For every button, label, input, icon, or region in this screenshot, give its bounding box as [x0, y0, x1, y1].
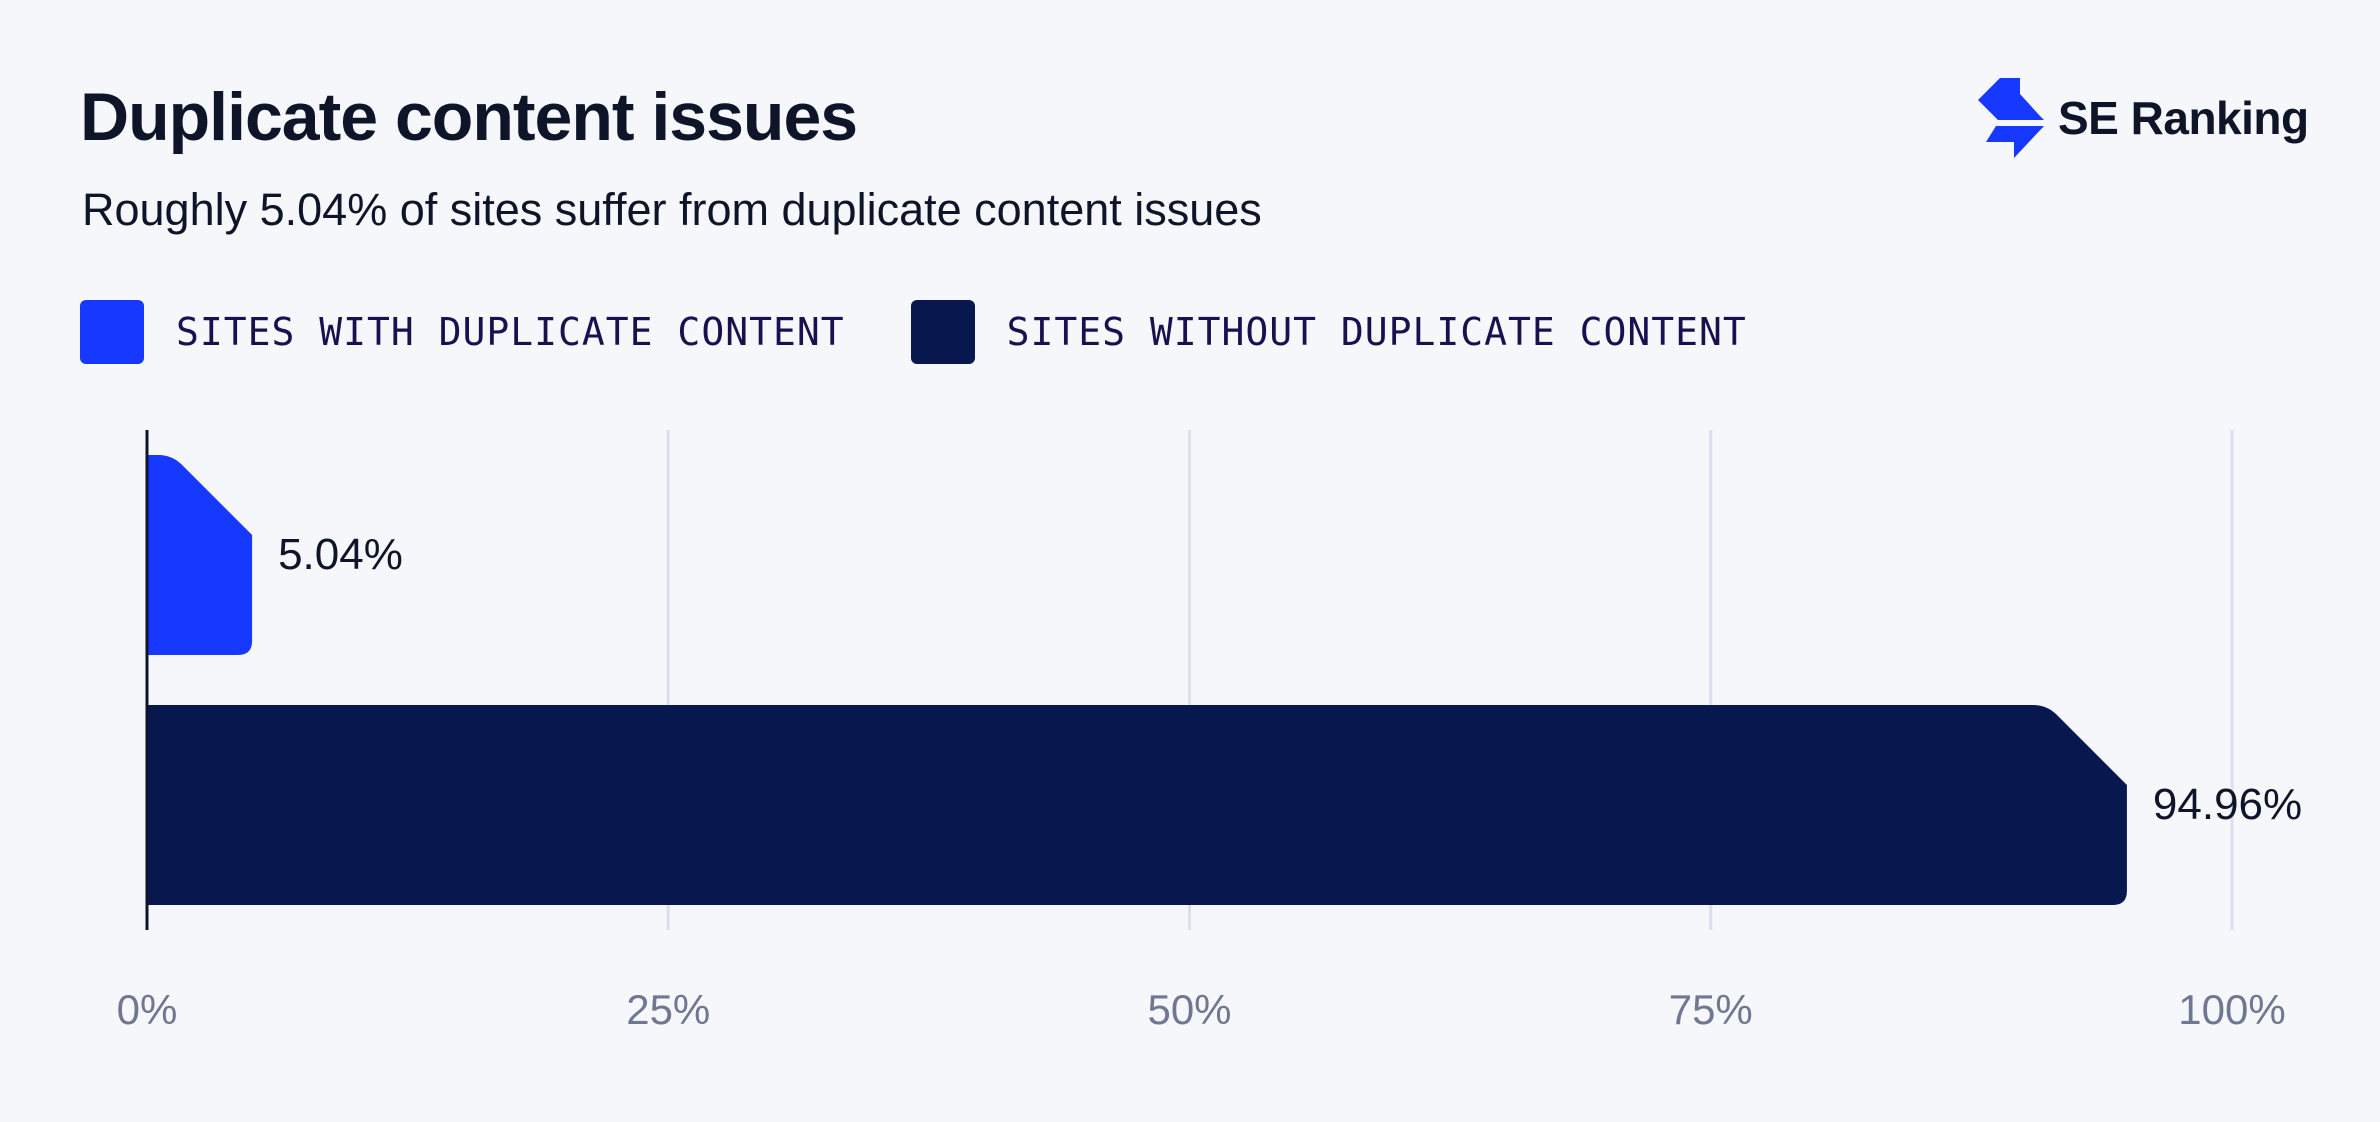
- x-tick-labels: 0% 25% 50% 75% 100%: [117, 986, 2286, 1033]
- value-labels: 5.04% 94.96%: [278, 530, 2302, 829]
- bar-with-duplicate: [147, 455, 253, 655]
- legend-item-without-duplicate: SITES WITHOUT DUPLICATE CONTENT: [910, 300, 1747, 364]
- x-tick-label-50: 50%: [1147, 986, 1231, 1033]
- legend-label-with-duplicate: SITES WITH DUPLICATE CONTENT: [176, 310, 845, 354]
- legend-swatch-without-duplicate: [910, 300, 975, 364]
- bars: [147, 455, 2127, 905]
- bar-without-duplicate: [147, 705, 2127, 905]
- chart-subtitle: Roughly 5.04% of sites suffer from dupli…: [82, 184, 1262, 235]
- chart-title: Duplicate content issues: [80, 79, 858, 155]
- x-tick-label-25: 25%: [626, 986, 710, 1033]
- value-label-without-duplicate: 94.96%: [2153, 780, 2302, 829]
- brand-name: SE Ranking: [2058, 92, 2309, 144]
- x-tick-label-0: 0%: [117, 986, 178, 1033]
- x-tick-label-75: 75%: [1669, 986, 1753, 1033]
- x-tick-label-100: 100%: [2178, 986, 2285, 1033]
- legend-item-with-duplicate: SITES WITH DUPLICATE CONTENT: [80, 300, 845, 364]
- chart-legend: SITES WITH DUPLICATE CONTENT SITES WITHO…: [80, 300, 1813, 364]
- se-ranking-logo-icon: [1978, 78, 2044, 158]
- value-label-with-duplicate: 5.04%: [278, 530, 403, 579]
- legend-label-without-duplicate: SITES WITHOUT DUPLICATE CONTENT: [1006, 310, 1747, 354]
- legend-swatch-with-duplicate: [80, 300, 144, 364]
- brand-logo: SE Ranking: [1970, 76, 2309, 160]
